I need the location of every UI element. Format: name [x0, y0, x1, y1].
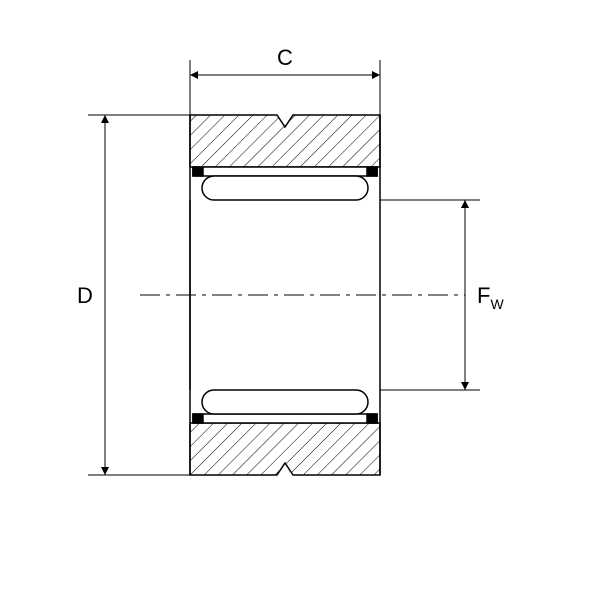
- label-fw: FW: [477, 283, 504, 312]
- label-d: D: [77, 283, 93, 308]
- bearing-cross-section: C D FW: [0, 0, 600, 600]
- label-c: C: [277, 45, 293, 70]
